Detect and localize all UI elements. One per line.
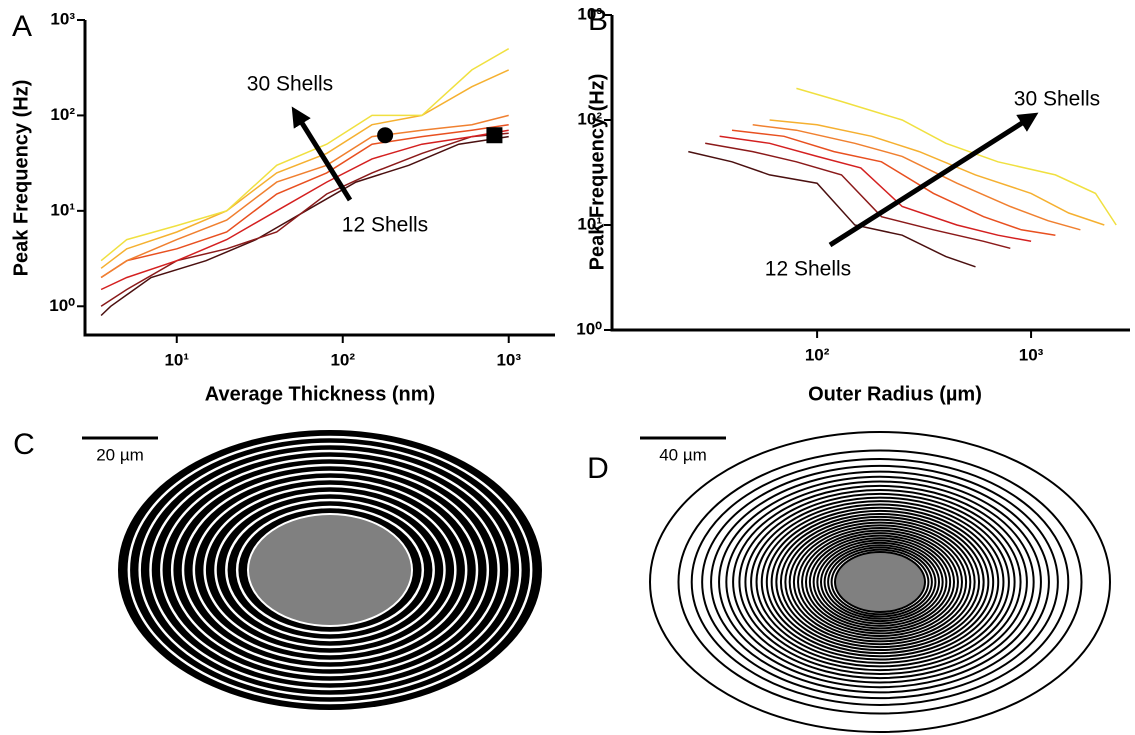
annotation: 12 Shells	[342, 214, 428, 237]
series-line	[705, 142, 1011, 250]
shell-gap	[181, 470, 479, 670]
shell	[765, 506, 995, 658]
shell	[738, 489, 1022, 675]
shell	[801, 529, 959, 635]
series-line	[719, 135, 1032, 243]
shell	[779, 515, 981, 649]
shell	[827, 546, 933, 618]
shell	[760, 503, 1000, 661]
series-line	[100, 48, 510, 262]
y-axis-title: Peak Frequency (Hz)	[586, 74, 608, 271]
y-tick-label: 10³	[577, 4, 602, 23]
shell-gap	[160, 456, 500, 684]
shell	[792, 524, 968, 640]
series-line	[688, 150, 976, 268]
series-line	[100, 129, 509, 291]
shell-gap	[192, 477, 468, 663]
annotation-arrow	[828, 112, 1039, 248]
y-tick-label: 10⁰	[49, 296, 75, 315]
shell	[755, 500, 1005, 664]
y-tick-label: 10²	[577, 109, 602, 128]
x-axis-title: Average Thickness (nm)	[205, 383, 435, 405]
marker-circle	[377, 127, 394, 144]
panel-label: A	[12, 10, 32, 43]
core	[247, 513, 413, 627]
series-line	[100, 132, 509, 307]
shell	[750, 496, 1010, 668]
y-tick-label: 10²	[50, 105, 75, 124]
y-tick-label: 10³	[50, 9, 75, 28]
x-tick-label: 10³	[496, 350, 521, 369]
shell	[775, 512, 985, 652]
shell-gap	[170, 463, 490, 677]
shell	[701, 464, 1059, 700]
axes	[83, 20, 555, 337]
shell	[808, 534, 952, 630]
shell-gap	[127, 435, 533, 705]
series-line	[100, 123, 509, 279]
panel-label: B	[588, 4, 608, 37]
panel-label: C	[13, 428, 35, 461]
series-line	[752, 124, 1081, 231]
shell	[732, 484, 1028, 680]
shell	[784, 518, 976, 646]
shell	[725, 480, 1035, 684]
annotation: 12 Shells	[765, 258, 851, 281]
panel-label: D	[587, 452, 609, 485]
shell	[830, 548, 930, 616]
shell-gap	[235, 505, 425, 635]
x-tick-label: 10³	[1019, 345, 1044, 364]
y-tick-label: 10⁰	[576, 319, 602, 338]
y-axis-title: Peak Frequency (Hz)	[10, 80, 32, 277]
shell-gap	[203, 484, 457, 656]
x-tick-label: 10¹	[164, 350, 189, 369]
shell	[819, 541, 941, 623]
shell-gap	[149, 449, 511, 691]
marker-square	[486, 127, 503, 144]
shell	[710, 470, 1050, 694]
shell-gap	[225, 498, 435, 642]
shell	[770, 509, 990, 655]
shell	[816, 539, 944, 625]
y-tick-label: 10¹	[577, 214, 602, 233]
shell	[797, 527, 963, 637]
shell-gap	[138, 442, 522, 698]
core	[834, 551, 926, 613]
shell	[649, 431, 1111, 733]
shell	[744, 492, 1016, 672]
shell	[804, 532, 956, 632]
series-line	[100, 114, 509, 279]
shell	[823, 544, 937, 620]
shell	[718, 475, 1042, 689]
y-tick-label: 10¹	[50, 200, 75, 219]
shell-gap	[214, 491, 446, 649]
series-line	[100, 69, 510, 269]
x-axis-title: Outer Radius (µm)	[808, 383, 982, 405]
scale-bar-label: 40 µm	[659, 445, 707, 464]
series-line	[731, 129, 1056, 236]
shell	[788, 521, 972, 643]
annotation: 30 Shells	[1014, 88, 1100, 111]
x-tick-label: 10²	[330, 350, 355, 369]
axes	[610, 15, 1130, 332]
shell	[677, 449, 1083, 715]
annotation: 30 Shells	[247, 73, 333, 96]
annotation-arrow	[291, 106, 353, 202]
series-line	[100, 135, 509, 317]
scale-bar-label: 20 µm	[96, 445, 144, 464]
shell	[690, 458, 1070, 706]
shell	[812, 537, 948, 627]
x-tick-label: 10²	[805, 345, 830, 364]
series-line	[769, 119, 1105, 226]
